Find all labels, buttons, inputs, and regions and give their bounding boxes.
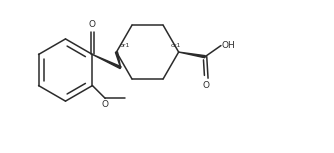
Text: O: O — [89, 20, 96, 29]
Text: or1: or1 — [120, 43, 130, 48]
Polygon shape — [116, 52, 121, 68]
Polygon shape — [93, 54, 121, 69]
Text: O: O — [102, 100, 109, 109]
Polygon shape — [179, 52, 205, 58]
Text: or1: or1 — [171, 43, 181, 48]
Text: OH: OH — [222, 41, 235, 50]
Text: O: O — [203, 81, 210, 90]
